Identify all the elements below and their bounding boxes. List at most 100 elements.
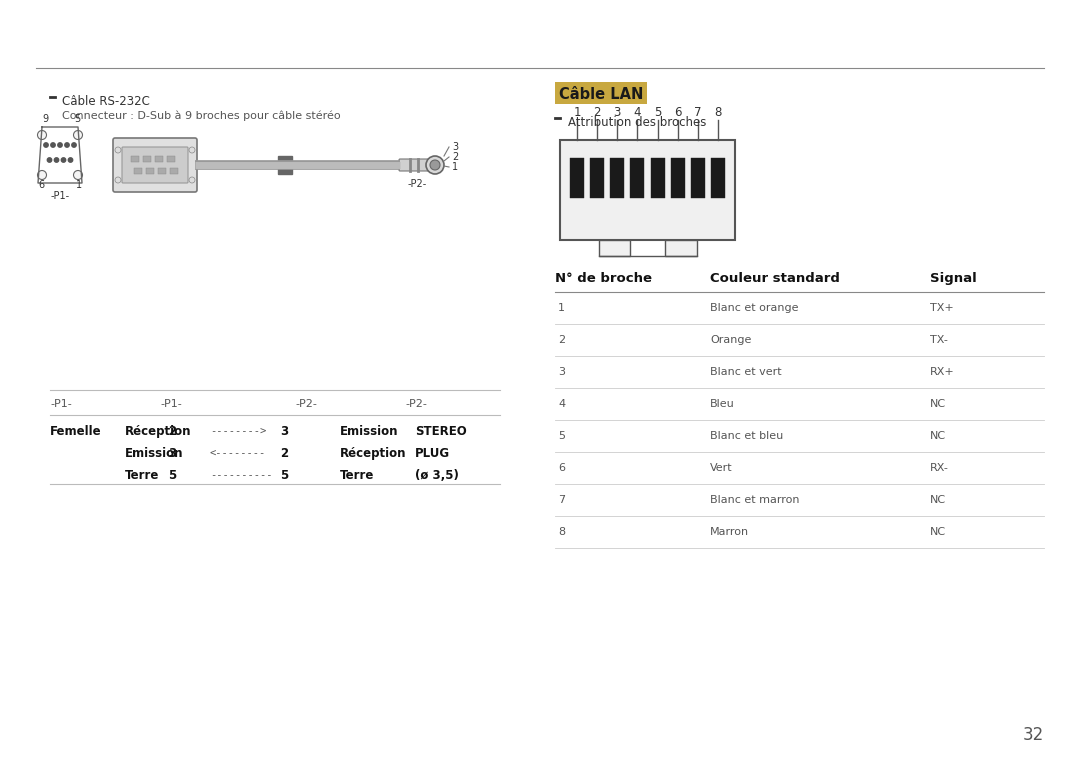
Text: Attribution des broches: Attribution des broches [568,116,706,129]
Circle shape [51,143,55,147]
Text: STEREO: STEREO [415,425,467,438]
Text: 5: 5 [558,431,565,441]
Circle shape [38,130,46,140]
Text: -P1-: -P1- [51,191,69,201]
Text: 5: 5 [280,469,288,482]
FancyBboxPatch shape [555,82,647,104]
Bar [665,240,697,256]
Text: 1: 1 [573,105,581,118]
Text: -------->: --------> [210,427,267,436]
Text: 1: 1 [558,303,565,313]
Text: -P1-: -P1- [160,399,181,409]
Bar [671,158,685,198]
Text: 1: 1 [453,162,458,172]
Text: 6: 6 [674,105,681,118]
Text: 5: 5 [653,105,661,118]
Bar [598,240,630,256]
Text: Vert: Vert [710,463,732,473]
Text: Emission: Emission [125,447,184,460]
Text: 3: 3 [453,142,458,152]
Text: 3: 3 [168,447,176,460]
Text: <--------: <-------- [210,449,267,459]
Text: RX-: RX- [930,463,949,473]
Text: -P2-: -P2- [295,399,316,409]
Text: 2: 2 [558,335,565,345]
FancyBboxPatch shape [399,159,429,171]
Bar [570,158,584,198]
Text: NC: NC [930,399,946,409]
Bar [278,156,292,174]
Bar [711,158,725,198]
Bar [631,158,645,198]
Text: 1: 1 [76,180,82,190]
Circle shape [189,147,195,153]
Text: 4: 4 [558,399,565,409]
Bar [146,168,154,174]
Circle shape [38,170,46,179]
Bar [561,140,735,240]
Text: 7: 7 [694,105,702,118]
Text: Terre: Terre [125,469,160,482]
Text: 9: 9 [42,114,49,124]
Text: NC: NC [930,431,946,441]
Text: NC: NC [930,527,946,537]
Text: 3: 3 [280,425,288,438]
Text: -P1-: -P1- [50,399,71,409]
Circle shape [62,158,66,163]
Text: (ø 3,5): (ø 3,5) [415,469,459,482]
Text: 8: 8 [714,105,721,118]
Text: Blanc et vert: Blanc et vert [710,367,782,377]
Text: Câble LAN: Câble LAN [558,86,644,101]
Bar [590,158,604,198]
Text: 2: 2 [168,425,176,438]
Bar [610,158,624,198]
Text: 6: 6 [38,180,44,190]
Text: Signal: Signal [930,272,976,285]
Circle shape [73,130,82,140]
Text: Femelle: Femelle [50,425,102,438]
Text: Blanc et bleu: Blanc et bleu [710,431,783,441]
Text: 5: 5 [75,114,80,124]
Text: 2: 2 [280,447,288,460]
Text: -P2-: -P2- [405,399,427,409]
FancyBboxPatch shape [113,138,197,192]
Bar [158,168,166,174]
Circle shape [426,156,444,174]
Text: 5: 5 [168,469,176,482]
Circle shape [114,177,121,183]
Text: Câble RS-232C: Câble RS-232C [62,95,150,108]
Text: Emission: Emission [340,425,399,438]
Circle shape [48,158,52,163]
Bar [170,168,178,174]
Text: 8: 8 [558,527,565,537]
Bar [691,158,705,198]
Text: 3: 3 [613,105,621,118]
Circle shape [44,143,49,147]
Text: 7: 7 [558,495,565,505]
Bar [143,156,151,162]
Bar [167,156,175,162]
Bar [131,156,139,162]
Text: Blanc et marron: Blanc et marron [710,495,799,505]
Circle shape [65,143,69,147]
Circle shape [71,143,77,147]
Text: 4: 4 [634,105,642,118]
Text: Couleur standard: Couleur standard [710,272,840,285]
Circle shape [430,160,440,170]
Text: Orange: Orange [710,335,752,345]
Text: Bleu: Bleu [710,399,734,409]
Text: ----------: ---------- [210,471,272,481]
Text: N° de broche: N° de broche [555,272,652,285]
Text: Terre: Terre [340,469,375,482]
Text: Blanc et orange: Blanc et orange [710,303,798,313]
Circle shape [73,170,82,179]
Text: Marron: Marron [710,527,750,537]
Text: TX+: TX+ [930,303,954,313]
Text: RX+: RX+ [930,367,955,377]
Text: 3: 3 [558,367,565,377]
Text: Réception: Réception [340,447,406,460]
Text: 32: 32 [1023,726,1044,744]
Circle shape [189,177,195,183]
Text: 2: 2 [453,152,458,162]
Text: 6: 6 [558,463,565,473]
